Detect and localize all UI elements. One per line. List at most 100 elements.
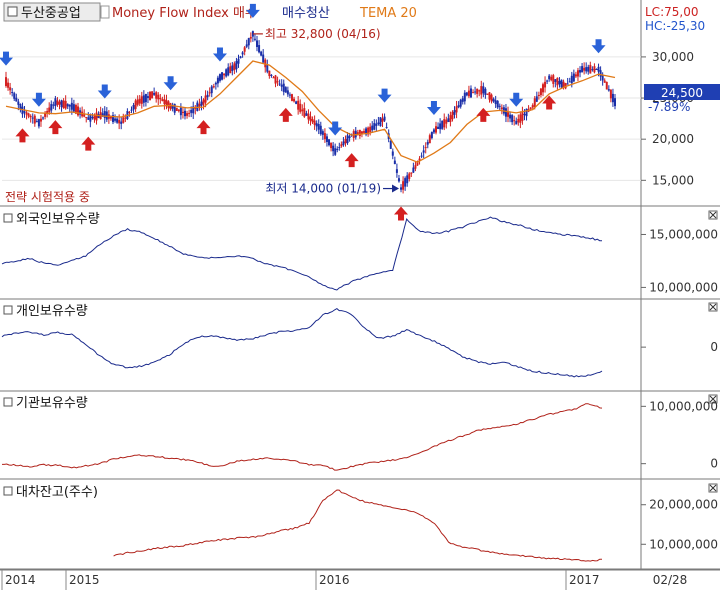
price-candle	[9, 87, 12, 91]
price-candle	[533, 98, 536, 108]
price-candle	[237, 58, 240, 64]
price-candle	[414, 165, 417, 169]
price-candle	[416, 162, 419, 166]
price-candle	[210, 86, 213, 94]
price-candle	[122, 117, 125, 123]
price-candle	[459, 99, 462, 107]
price-candle	[11, 92, 14, 94]
legend-scroll-icon[interactable]	[100, 5, 110, 19]
price-candle	[138, 98, 141, 104]
price-candle	[83, 114, 86, 117]
price-candle	[25, 112, 28, 115]
price-candle	[87, 117, 90, 120]
price-candle	[227, 67, 230, 76]
price-candle	[214, 82, 217, 85]
price-candle	[262, 54, 265, 63]
panel-title: 기관보유수량	[16, 396, 88, 411]
price-candle	[171, 105, 174, 109]
sell-arrow-icon	[426, 100, 441, 115]
price-candle	[519, 114, 522, 123]
price-candle	[447, 118, 450, 123]
price-candle	[167, 101, 170, 109]
price-candle	[369, 126, 372, 133]
price-candle	[391, 151, 394, 156]
price-candle	[301, 109, 304, 112]
price-candle	[288, 94, 291, 96]
price-candle	[381, 118, 384, 122]
price-candle	[574, 74, 577, 77]
price-candle	[360, 131, 363, 134]
price-candle	[74, 105, 77, 114]
price-candle	[95, 112, 98, 121]
price-candle	[175, 107, 178, 112]
price-candle	[85, 116, 88, 118]
price-candle	[554, 79, 557, 82]
price-candle	[105, 111, 108, 120]
sell-arrow-icon	[245, 3, 260, 18]
price-candle	[27, 113, 30, 117]
price-candle	[488, 92, 491, 100]
price-candle	[525, 108, 528, 117]
price-candle	[229, 66, 232, 74]
price-candle	[245, 44, 248, 47]
indicator-panel: 개인보유수량 0	[1, 302, 718, 378]
price-candle	[496, 100, 499, 108]
price-candle	[467, 90, 470, 97]
symbol-checkbox-icon[interactable]	[7, 6, 18, 17]
price-candle	[443, 119, 446, 128]
price-candle	[515, 121, 518, 125]
panel-close-x	[709, 303, 717, 311]
panel-tick-label: 15,000,000	[649, 227, 718, 241]
price-candle	[325, 136, 328, 142]
price-candle	[13, 93, 16, 99]
panel-series-line	[1, 307, 603, 378]
price-candle	[89, 114, 92, 122]
price-candle	[556, 77, 559, 86]
price-candle	[404, 178, 407, 187]
price-candle	[225, 69, 228, 77]
price-candle	[611, 93, 614, 103]
price-candle	[155, 92, 158, 99]
price-candle	[186, 113, 189, 116]
sell-arrow-icon	[163, 76, 178, 91]
panel-frames	[0, 0, 720, 571]
panel-tick-label: 0	[710, 340, 718, 354]
panel-title: 대차잔고(주수)	[16, 485, 98, 500]
price-candle	[568, 81, 571, 83]
buy-arrow-icon	[542, 95, 557, 110]
legend-indicator2-label: 매수청산	[282, 6, 330, 21]
price-candle	[472, 92, 475, 94]
price-candle	[358, 129, 361, 137]
sub-panels: 외국인보유수량10,000,00015,000,000개인보유수량0기관보유수량…	[1, 210, 718, 562]
sell-arrow-icon	[31, 92, 46, 107]
price-candle	[192, 106, 195, 114]
price-candle	[274, 75, 277, 84]
price-candle	[593, 66, 596, 73]
price-candle	[397, 178, 400, 182]
price-candle	[609, 89, 612, 99]
price-candle	[451, 111, 454, 120]
price-candle	[159, 97, 162, 100]
price-candle	[313, 120, 316, 125]
price-candle	[44, 113, 47, 117]
price-candle	[424, 147, 427, 149]
price-candle	[200, 101, 203, 106]
price-candle	[130, 109, 133, 111]
price-candle	[541, 84, 544, 93]
price-candle	[118, 120, 121, 124]
price-candle	[208, 92, 211, 94]
symbol-box[interactable]	[3, 2, 101, 22]
price-candle	[614, 98, 616, 107]
price-candle	[379, 117, 382, 127]
price-candle	[323, 133, 326, 140]
price-candle	[218, 74, 221, 81]
price-candle	[566, 83, 569, 85]
price-candle	[235, 61, 238, 70]
x-tick-label: 2016	[319, 573, 350, 587]
tema-line	[5, 60, 616, 163]
price-candle	[258, 45, 261, 53]
price-candle	[233, 63, 236, 70]
price-candle	[68, 104, 71, 107]
price-candle	[149, 91, 152, 101]
